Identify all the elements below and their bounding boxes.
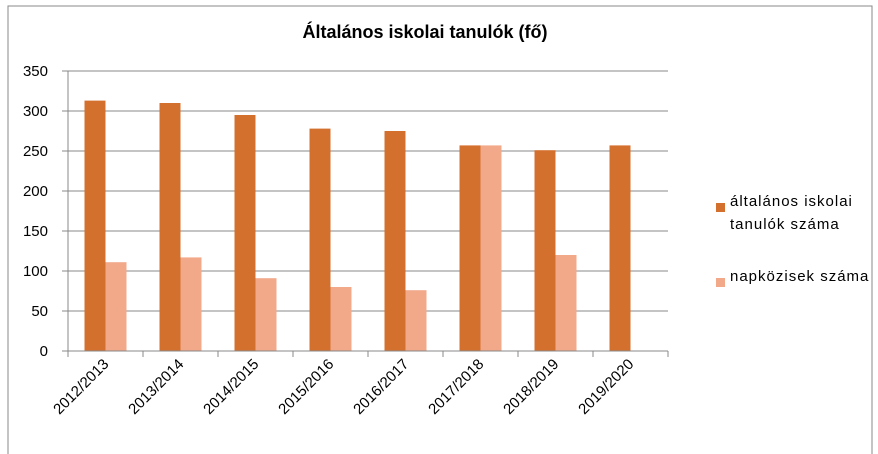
y-tick-label: 0 — [40, 343, 48, 360]
x-tick-label: 2015/2016 — [275, 356, 337, 418]
bar — [105, 262, 127, 351]
y-tick-label: 50 — [31, 303, 48, 320]
x-tick-label: 2016/2017 — [350, 356, 412, 418]
bar — [159, 103, 181, 351]
bar — [330, 287, 352, 351]
y-tick-label: 150 — [23, 223, 48, 240]
bar — [555, 255, 577, 351]
x-tick-label: 2017/2018 — [425, 356, 487, 418]
legend-swatch — [716, 278, 725, 287]
chart-border — [7, 5, 873, 454]
legend-swatch — [716, 203, 725, 212]
y-tick-label: 200 — [23, 183, 48, 200]
bar — [480, 145, 502, 351]
x-tick-label: 2018/2019 — [500, 356, 562, 418]
bar — [459, 145, 481, 351]
bar — [534, 150, 556, 351]
bar — [84, 100, 106, 351]
x-tick-label: 2014/2015 — [200, 356, 262, 418]
bar — [609, 145, 631, 351]
bar — [180, 257, 202, 351]
y-tick-label: 350 — [23, 63, 48, 80]
y-tick-label: 250 — [23, 143, 48, 160]
bar — [405, 290, 427, 351]
y-tick-label: 100 — [23, 263, 48, 280]
bar — [255, 278, 277, 351]
legend-label: általános iskolai tanulók száma — [730, 193, 853, 233]
bar — [234, 115, 256, 351]
y-tick-label: 300 — [23, 103, 48, 120]
legend-label: napközisek száma — [730, 268, 870, 285]
bar — [309, 128, 331, 351]
x-tick-label: 2013/2014 — [125, 356, 187, 418]
chart-title: Általános iskolai tanulók (fő) — [302, 21, 547, 42]
x-tick-label: 2019/2020 — [575, 356, 637, 418]
bar — [384, 131, 406, 351]
x-tick-label: 2012/2013 — [50, 356, 112, 418]
